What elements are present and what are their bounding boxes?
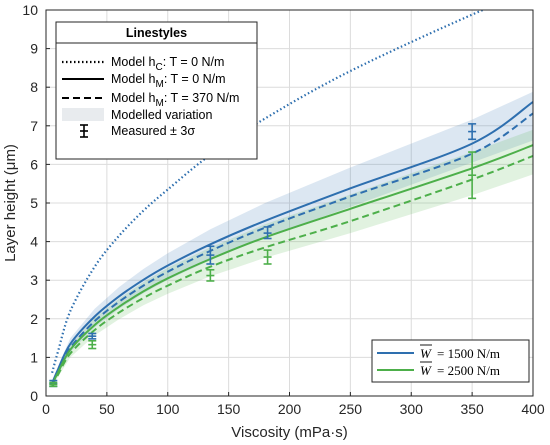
- y-tick-label: 0: [30, 388, 38, 404]
- variation-bands: [52, 91, 533, 387]
- y-axis-label: Layer height (μm): [2, 144, 19, 262]
- y-tick-label: 1: [30, 349, 38, 365]
- legend-label: Modelled variation: [111, 108, 212, 122]
- y-tick-label: 5: [30, 195, 38, 211]
- legend-label-main: Model h: [111, 91, 156, 105]
- series-line: [51, 10, 486, 374]
- x-tick-label: 100: [156, 401, 180, 417]
- y-tick-label: 9: [30, 41, 38, 57]
- plot-frame: [45, 9, 534, 397]
- x-tick-label: 400: [521, 401, 545, 417]
- legend-title: Linestyles: [126, 26, 187, 40]
- legend-label: Model hM: T = 0 N/m: [111, 72, 226, 90]
- series-line: [51, 154, 533, 387]
- legend-label-rest: : T = 370 N/m: [164, 91, 240, 105]
- legend-box: [55, 21, 258, 160]
- x-tick-label: 0: [42, 401, 50, 417]
- legend-band-swatch: [62, 108, 104, 121]
- series-line: [51, 144, 533, 385]
- series-line: [51, 101, 533, 384]
- tick-labels: 0 50 100 150 200 250 300 350 400 0 1 2 3 4 5 6 7 8 9 10: [22, 2, 544, 417]
- legend-label-sub: M: [155, 98, 163, 109]
- legend-label-main: Model h: [111, 72, 156, 86]
- y-tick-label: 6: [30, 156, 38, 172]
- x-tick-label: 150: [217, 401, 241, 417]
- variation-band: [52, 129, 533, 387]
- legend-label: Model hM: T = 370 N/m: [111, 91, 239, 109]
- variation-band: [52, 91, 533, 386]
- y-tick-label: 4: [30, 234, 38, 250]
- legend-label-rest: : T = 0 N/m: [163, 55, 225, 69]
- legend-label-rest: : T = 0 N/m: [164, 72, 226, 86]
- legend-label: Measured ± 3σ: [111, 124, 195, 138]
- x-tick-label: 250: [339, 401, 363, 417]
- model-lines: [51, 10, 533, 387]
- y-tick-label: 7: [30, 118, 38, 134]
- colors-legend-label: = 1500 N/m: [437, 346, 500, 361]
- y-tick-label: 10: [22, 2, 38, 18]
- legend-label-main: Model h: [111, 55, 156, 69]
- x-tick-label: 200: [278, 401, 302, 417]
- series-line: [51, 112, 533, 385]
- colors-legend-label: = 2500 N/m: [437, 363, 500, 378]
- y-tick-label: 8: [30, 79, 38, 95]
- measured-errorbars: [49, 123, 477, 388]
- x-tick-label: 300: [400, 401, 424, 417]
- legend-label-sub: C: [155, 62, 162, 73]
- colors-legend: W = 1500 N/m W = 2500 N/m: [371, 339, 530, 383]
- x-tick-label: 50: [99, 401, 115, 417]
- colors-legend-box: [371, 339, 530, 383]
- colors-legend-symbol: W: [420, 346, 432, 361]
- legend-label-sub: M: [155, 79, 163, 90]
- legend-label: Model hC: T = 0 N/m: [111, 55, 224, 73]
- y-tick-label: 3: [30, 272, 38, 288]
- y-tick-label: 2: [30, 311, 38, 327]
- x-axis-label: Viscosity (mPa·s): [231, 424, 347, 441]
- x-tick-label: 350: [460, 401, 484, 417]
- colors-legend-symbol: W: [420, 363, 432, 378]
